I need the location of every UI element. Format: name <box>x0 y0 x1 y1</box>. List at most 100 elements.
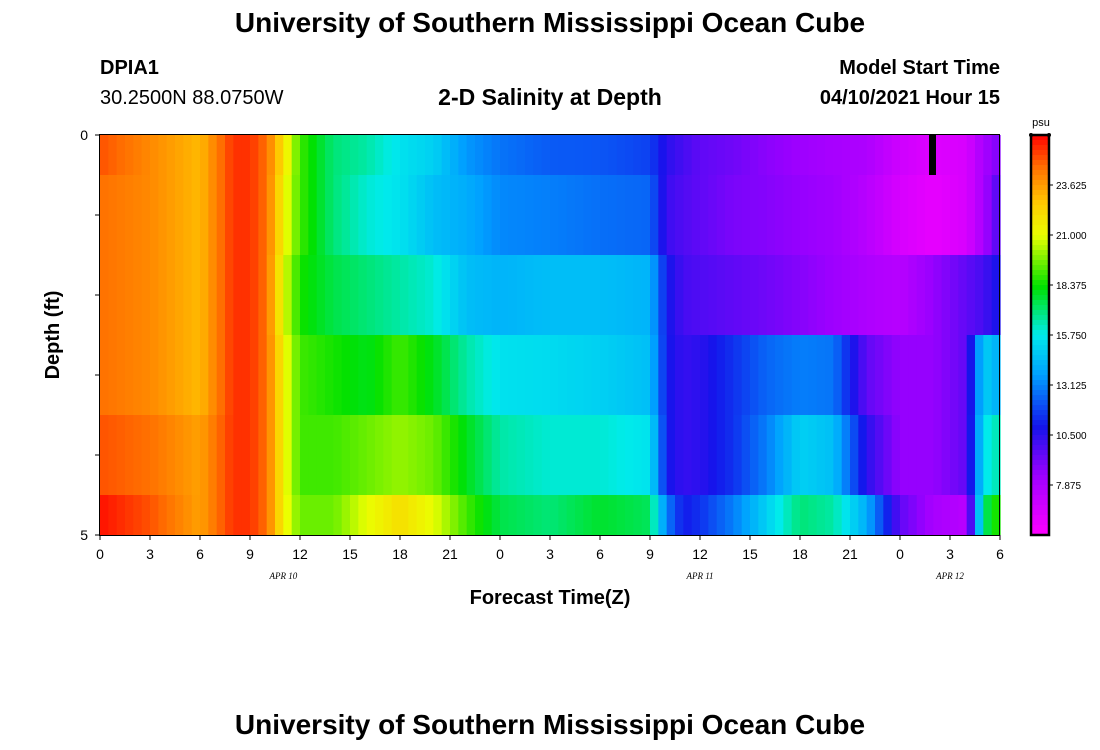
colorbar-segment <box>1031 245 1049 251</box>
heatmap-cell <box>825 135 834 175</box>
heatmap-cell <box>975 415 984 495</box>
heatmap-cell <box>666 335 676 415</box>
heatmap-cell <box>100 175 109 255</box>
heatmap-cell <box>291 415 301 495</box>
heatmap-cell <box>241 175 251 255</box>
heatmap-cell <box>550 495 559 535</box>
heatmap-cell <box>533 495 543 535</box>
heatmap-cell <box>216 415 226 495</box>
heatmap-cell <box>241 335 251 415</box>
heatmap-cell <box>416 175 426 255</box>
heatmap-cell <box>883 175 893 255</box>
heatmap-cell <box>491 135 501 175</box>
colorbar-segment <box>1031 480 1049 486</box>
heatmap-cell <box>308 255 318 335</box>
colorbar-segment <box>1031 165 1049 171</box>
heatmap-cell <box>616 335 626 415</box>
model-start-label: Model Start Time <box>839 57 1000 79</box>
colorbar-segment <box>1031 200 1049 206</box>
heatmap-cell <box>816 495 826 535</box>
heatmap-cell <box>400 255 409 335</box>
heatmap-cell <box>891 175 901 255</box>
colorbar-tick-label: 7.875 <box>1056 481 1081 492</box>
x-tick-label: 6 <box>996 546 1004 562</box>
heatmap-cell <box>850 255 859 335</box>
heatmap-cell <box>133 415 143 495</box>
heatmap-cell <box>658 175 668 255</box>
heatmap-cell <box>500 335 509 415</box>
heatmap-cell <box>333 415 343 495</box>
heatmap-cell <box>716 415 726 495</box>
colorbar-segment <box>1031 370 1049 376</box>
colorbar-segment <box>1031 320 1049 326</box>
colorbar-segment <box>1031 435 1049 441</box>
heatmap-cell <box>216 175 226 255</box>
heatmap-cell <box>241 495 251 535</box>
heatmap-cell <box>400 495 409 535</box>
heatmap-cell <box>991 255 1001 335</box>
heatmap-cell <box>850 415 859 495</box>
heatmap-cell <box>250 175 259 255</box>
heatmap-cell <box>133 135 143 175</box>
colorbar-segment <box>1031 280 1049 286</box>
heatmap-cell <box>125 495 134 535</box>
heatmap-cell <box>375 495 384 535</box>
heatmap-cell <box>341 255 351 335</box>
heatmap-cell <box>383 255 393 335</box>
heatmap-cell <box>241 415 251 495</box>
colorbar-tick-label: 18.375 <box>1056 281 1087 292</box>
heatmap-cell <box>958 255 968 335</box>
heatmap-cell <box>625 495 634 535</box>
heatmap-cell <box>900 255 909 335</box>
heatmap-cell <box>933 175 943 255</box>
heatmap-cell <box>141 175 151 255</box>
heatmap-cell <box>475 335 484 415</box>
heatmap-cell <box>850 495 859 535</box>
heatmap-cell <box>408 495 418 535</box>
heatmap-cell <box>725 255 734 335</box>
heatmap-cell <box>775 495 784 535</box>
heatmap-cell <box>416 255 426 335</box>
heatmap-cell <box>366 255 376 335</box>
heatmap-cell <box>775 135 784 175</box>
plot-title: 2-D Salinity at Depth <box>438 84 662 110</box>
colorbar-segment <box>1031 505 1049 511</box>
heatmap-cell <box>541 255 551 335</box>
heatmap-cell <box>658 255 668 335</box>
heatmap-cell <box>816 135 826 175</box>
heatmap-cell <box>900 415 909 495</box>
heatmap-cell <box>941 335 951 415</box>
heatmap-cell <box>666 415 676 495</box>
heatmap-cell <box>116 135 126 175</box>
heatmap-cell <box>691 495 701 535</box>
heatmap-cell <box>258 415 268 495</box>
heatmap-cell <box>716 175 726 255</box>
heatmap-cell <box>358 135 368 175</box>
heatmap-cell <box>991 415 1001 495</box>
heatmap-cell <box>783 415 793 495</box>
heatmap-cell <box>233 255 243 335</box>
heatmap-cell <box>791 175 801 255</box>
heatmap-cell <box>233 175 243 255</box>
heatmap-cell <box>608 335 618 415</box>
heatmap-cell <box>708 335 718 415</box>
heatmap-cell <box>958 175 968 255</box>
heatmap-cell <box>141 415 151 495</box>
heatmap-cell <box>333 335 343 415</box>
heatmap-cell <box>316 415 326 495</box>
heatmap-cell <box>391 415 401 495</box>
heatmap-cell <box>341 175 351 255</box>
colorbar-segment <box>1031 485 1049 491</box>
heatmap-cell <box>416 335 426 415</box>
heatmap-cell <box>683 135 693 175</box>
colorbar-segment <box>1031 250 1049 256</box>
heatmap-cell <box>975 335 984 415</box>
heatmap-cell <box>808 335 818 415</box>
colorbar-segment <box>1031 240 1049 246</box>
heatmap-cell <box>125 255 134 335</box>
heatmap-cell <box>566 255 576 335</box>
heatmap-cell <box>800 335 809 415</box>
heatmap-cell <box>891 495 901 535</box>
heatmap-cell <box>716 255 726 335</box>
heatmap-cell <box>475 495 484 535</box>
